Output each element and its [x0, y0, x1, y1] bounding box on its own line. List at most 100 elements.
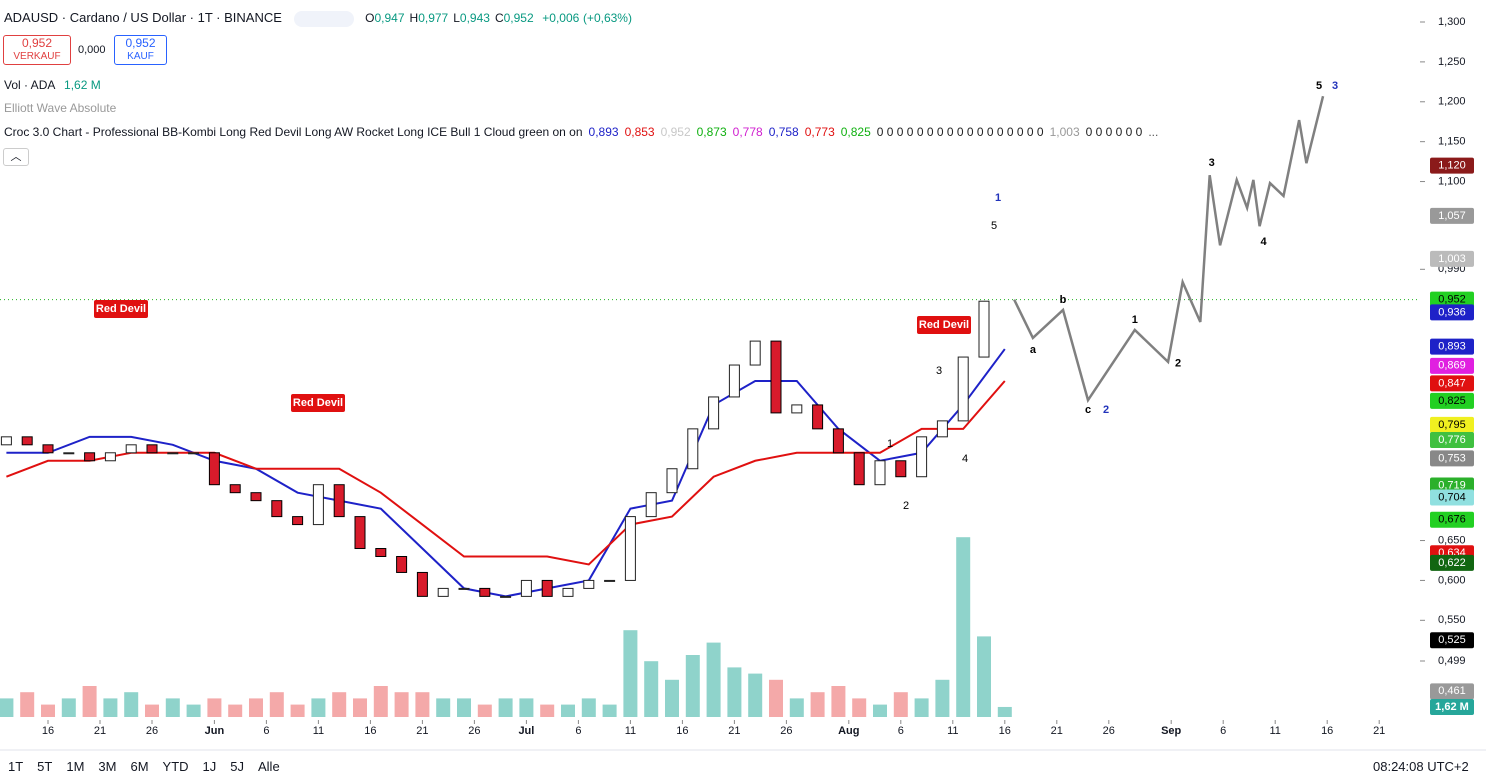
x-tick-label: 6: [263, 725, 269, 737]
volume-bar: [124, 692, 139, 717]
x-tick-label: 16: [999, 725, 1011, 737]
annotation-box: [291, 394, 345, 412]
candle-body: [812, 404, 824, 430]
croc-title[interactable]: Croc 3.0 Chart - Professional BB-Kombi L…: [4, 125, 583, 139]
period-button[interactable]: 1J: [202, 759, 217, 774]
wave-label: 3: [936, 365, 942, 377]
period-button[interactable]: Alle: [258, 759, 280, 774]
y-tick-label: 1,100: [1438, 175, 1466, 187]
price-badge-label: 0,825: [1438, 395, 1466, 407]
candle-body: [645, 492, 657, 518]
volume-bar: [436, 698, 451, 717]
volume-bar: [873, 704, 887, 717]
candle-body: [208, 452, 220, 486]
x-tick-label: 26: [1103, 725, 1115, 737]
candle-body: [479, 587, 491, 597]
volume-bar: [893, 692, 908, 717]
volume-bar: [145, 704, 159, 717]
candle-body: [895, 460, 907, 478]
x-tick-label: 26: [780, 725, 792, 737]
candle-body: [728, 364, 740, 398]
candle-body: [832, 428, 844, 454]
period-button[interactable]: 1M: [66, 759, 85, 774]
price-badge: [1430, 554, 1474, 571]
price-badge: [1430, 250, 1474, 267]
candle-body: [42, 444, 54, 454]
wave-label: 2: [1103, 404, 1109, 416]
wave-label: 3: [1209, 157, 1215, 169]
volume-bar: [956, 537, 971, 717]
candle-body: [604, 579, 616, 582]
volume-bar: [644, 661, 659, 717]
x-tick-label: Aug: [838, 725, 859, 737]
candle-body: [0, 436, 12, 446]
status-pill[interactable]: [293, 10, 354, 27]
x-tick-label: 26: [146, 725, 158, 737]
volume-bar: [685, 655, 700, 717]
candle-body: [520, 579, 532, 597]
volume-bar: [623, 630, 638, 717]
buy-label: KAUF: [127, 51, 154, 62]
candle-body: [437, 587, 449, 597]
annotation-box: [917, 316, 971, 334]
volume-bar: [935, 679, 950, 717]
candle-body: [583, 579, 595, 589]
volume-bar: [165, 698, 180, 717]
candle-body: [916, 436, 928, 478]
price-axis-bg: [1420, 0, 1486, 750]
volume-bar: [103, 698, 118, 717]
candle-body: [541, 579, 553, 597]
period-button[interactable]: 5J: [230, 759, 244, 774]
candle-body: [708, 396, 720, 430]
wave-label: b: [1060, 294, 1067, 306]
candle-body: [354, 516, 366, 550]
croc-value: 0,825: [840, 125, 871, 139]
period-button[interactable]: 6M: [130, 759, 149, 774]
ohlc-key: C: [494, 11, 504, 25]
candle-body: [770, 340, 782, 414]
volume-bar: [477, 704, 492, 717]
period-button[interactable]: 1T: [8, 759, 24, 774]
vol-label: Vol · ADA: [4, 78, 55, 92]
price-badge-label: 0,952: [1438, 294, 1466, 306]
x-tick-label: 11: [313, 725, 324, 737]
x-tick-label: 6: [575, 725, 581, 737]
elliott-legend[interactable]: Elliott Wave Absolute: [4, 101, 117, 115]
volume-bar: [20, 692, 35, 717]
vol-legend: Vol · ADA 1,62 M: [4, 78, 101, 92]
symbol[interactable]: ADAUSD · Cardano / US Dollar · 1T · BINA…: [4, 10, 282, 25]
price-badge: [1430, 304, 1474, 321]
period-button[interactable]: YTD: [162, 759, 189, 774]
ohlc-key: H: [409, 11, 419, 25]
croc-value: 0 0 0 0 0 0 0 0 0 0 0 0 0 0 0 0 0: [876, 125, 1044, 139]
buy-button[interactable]: 0,952 KAUF: [114, 35, 167, 65]
x-tick-label: Jul: [518, 725, 534, 737]
candle-body: [687, 428, 699, 470]
volume-bar: [269, 692, 284, 717]
candle-body: [188, 452, 200, 455]
wave-label: 5: [991, 220, 997, 232]
x-tick-label: 21: [728, 725, 740, 737]
spread: 0,000: [78, 44, 106, 56]
x-tick-label: 16: [1321, 725, 1333, 737]
volume-bar: [311, 698, 326, 717]
ohlc: O0,947 H0,977 L0,943 C0,952: [365, 11, 539, 25]
price-badge-label: 0,893: [1438, 341, 1466, 353]
period-button[interactable]: 5T: [37, 759, 53, 774]
volume-bar: [249, 698, 263, 717]
header: ADAUSD · Cardano / US Dollar · 1T · BINA…: [4, 10, 632, 27]
candle-body: [396, 555, 408, 573]
sell-button[interactable]: 0,952 VERKAUF: [3, 35, 71, 65]
price-badge: [1430, 450, 1474, 467]
croc-value: 0,778: [732, 125, 763, 139]
vol-value: 1,62 M: [64, 78, 101, 92]
y-tick-label: 0,650: [1438, 534, 1466, 546]
price-badge-label: 0,676: [1438, 514, 1466, 526]
collapse-button[interactable]: ︿: [3, 148, 29, 166]
x-tick-label: Jun: [205, 725, 225, 737]
price-badge-label: 0,795: [1438, 419, 1466, 431]
period-button[interactable]: 3M: [98, 759, 117, 774]
volume-bar: [394, 692, 409, 717]
volume-bar: [977, 636, 991, 717]
